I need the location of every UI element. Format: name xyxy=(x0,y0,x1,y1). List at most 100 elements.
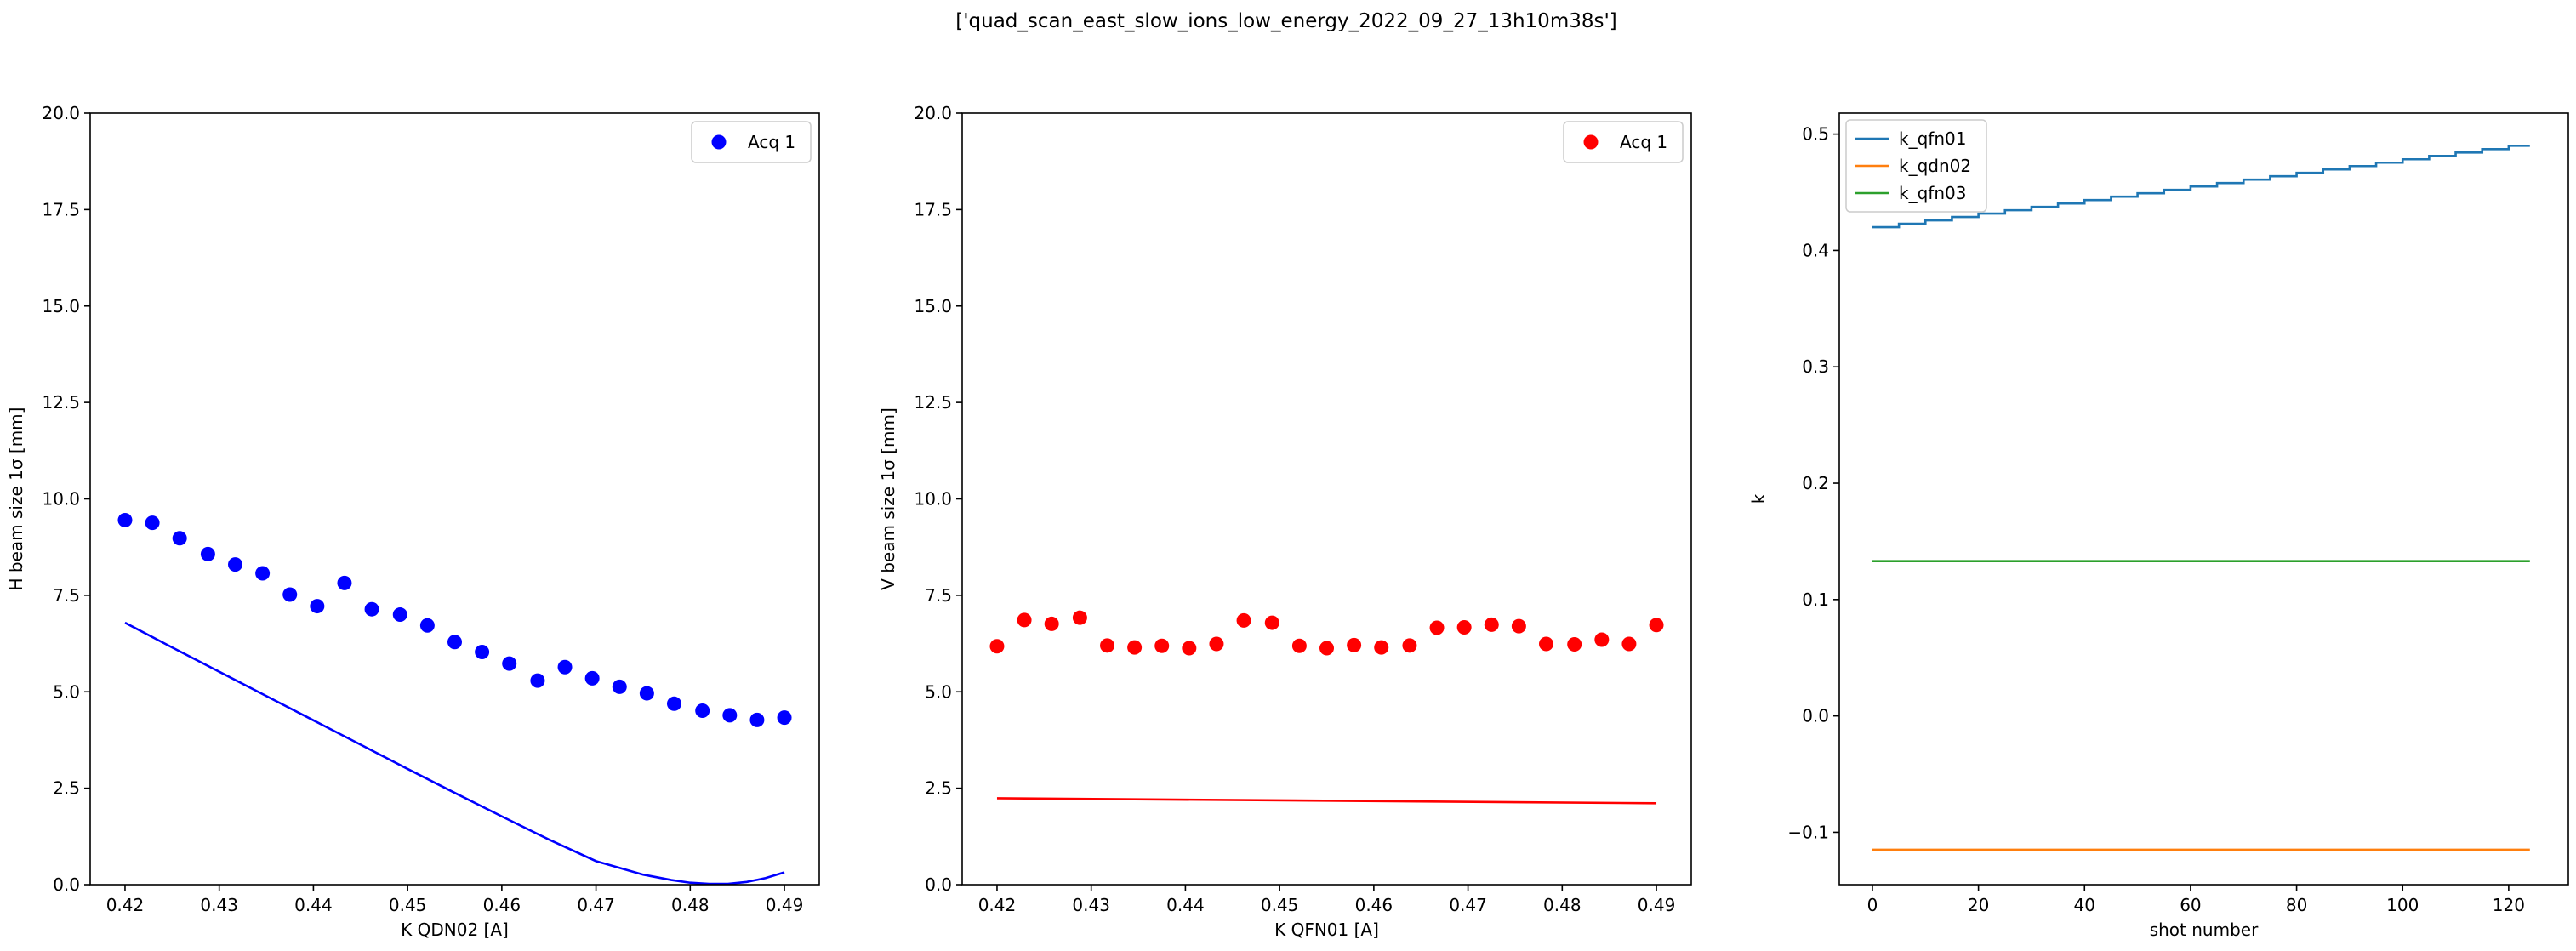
x-axis-label: K QDN02 [A] xyxy=(401,920,509,940)
x-tick-label: 0.49 xyxy=(1638,895,1676,915)
y-tick-label: 20.0 xyxy=(914,103,952,123)
scatter-point xyxy=(228,557,243,572)
scatter-point xyxy=(777,710,792,726)
y-tick-label: 0.3 xyxy=(1802,356,1829,377)
scatter-point xyxy=(1347,637,1362,652)
scatter-point xyxy=(1429,620,1445,635)
scatter-point xyxy=(1182,641,1197,656)
scatter-point xyxy=(172,531,187,546)
fit-line xyxy=(996,797,1657,805)
legend-marker xyxy=(711,134,727,150)
scatter-point xyxy=(1456,620,1472,635)
y-tick-label: 0.0 xyxy=(53,874,80,895)
plot-area xyxy=(1872,145,2530,851)
scatter-point xyxy=(1567,636,1582,652)
y-tick-label: 12.5 xyxy=(914,392,952,413)
scatter-point xyxy=(364,601,379,617)
x-tick-label: 120 xyxy=(2493,895,2525,915)
y-tick-label: 5.0 xyxy=(925,681,952,702)
x-axis-label: K QFN01 [A] xyxy=(1274,920,1379,940)
scatter-point xyxy=(1621,636,1637,652)
y-tick-label: 17.5 xyxy=(914,199,952,219)
y-tick-label: 0.4 xyxy=(1802,240,1829,260)
fit-line xyxy=(124,621,785,885)
x-tick-label: 0.44 xyxy=(1166,895,1205,915)
y-tick-label: −0.1 xyxy=(1787,822,1829,842)
x-tick-label: 0.47 xyxy=(1449,895,1487,915)
scatter-point xyxy=(1209,636,1224,652)
y-tick-label: 15.0 xyxy=(42,296,80,316)
scatter-point xyxy=(1594,632,1610,647)
plot-area xyxy=(989,610,1664,805)
scatter-point xyxy=(419,618,435,633)
y-axis-label: V beam size 1σ [mm] xyxy=(878,407,898,590)
x-tick-label: 0.42 xyxy=(106,895,145,915)
scatter-point xyxy=(584,670,600,686)
legend-label: k_qfn01 xyxy=(1899,128,1966,149)
legend: Acq 1 xyxy=(1563,121,1684,163)
legend-label: k_qdn02 xyxy=(1899,156,1971,176)
scatter-point xyxy=(255,566,271,581)
y-tick-label: 0.0 xyxy=(925,874,952,895)
x-tick-label: 0.46 xyxy=(1355,895,1393,915)
scatter-point xyxy=(1127,640,1143,655)
x-tick-label: 0.47 xyxy=(577,895,615,915)
scatter-point xyxy=(337,575,352,590)
scatter-point xyxy=(695,703,710,718)
legend-box xyxy=(1563,121,1684,163)
scatter-point xyxy=(447,635,462,650)
x-tick-label: 0.49 xyxy=(766,895,804,915)
scatter-point xyxy=(1291,638,1307,653)
y-tick-label: 10.0 xyxy=(914,489,952,510)
x-tick-label: 0.45 xyxy=(1261,895,1299,915)
y-tick-label: 0.5 xyxy=(1802,124,1829,145)
legend-marker xyxy=(1583,134,1599,150)
scatter-point xyxy=(1319,641,1334,656)
scatter-point xyxy=(1649,618,1664,633)
scatter-point xyxy=(1154,638,1170,653)
scatter-point xyxy=(612,679,627,694)
x-tick-label: 0.42 xyxy=(978,895,1017,915)
legend-label: Acq 1 xyxy=(748,132,795,152)
scatter-point xyxy=(392,607,407,623)
x-tick-label: 0.48 xyxy=(671,895,710,915)
y-tick-label: 17.5 xyxy=(42,199,80,219)
x-axis-label: shot number xyxy=(2150,920,2259,940)
scatter-point xyxy=(1100,638,1115,653)
scatter-point xyxy=(200,546,215,561)
scatter-point xyxy=(502,656,517,671)
figure-suptitle: ['quad_scan_east_slow_ions_low_energy_20… xyxy=(955,10,1617,32)
x-tick-label: 60 xyxy=(2180,895,2201,915)
scatter-point xyxy=(1264,615,1279,630)
x-tick-label: 80 xyxy=(2286,895,2307,915)
plot-area xyxy=(117,512,792,885)
x-tick-label: 0.46 xyxy=(483,895,521,915)
scatter-point xyxy=(310,599,325,614)
scatter-point xyxy=(1402,638,1417,653)
scatter-point xyxy=(530,673,545,688)
chart-panel-3: 0 20 40 60 80 100 120 −0.1 0.0 0.1 0.2 0.3 0.4 0.5 sho… xyxy=(1748,112,2569,940)
scatter-point xyxy=(282,587,298,602)
scatter-point xyxy=(145,515,160,531)
y-tick-label: 2.5 xyxy=(53,778,80,799)
x-tick-label: 40 xyxy=(2074,895,2095,915)
y-tick-label: 12.5 xyxy=(42,392,80,413)
scatter-point xyxy=(749,712,765,727)
scatter-point xyxy=(989,639,1005,654)
series-line-k_qfn01 xyxy=(1872,145,2530,229)
scatter-point xyxy=(557,659,573,675)
x-tick-label: 0.45 xyxy=(389,895,427,915)
legend-label: Acq 1 xyxy=(1620,132,1667,152)
scatter-point xyxy=(1072,610,1087,625)
y-tick-label: 0.0 xyxy=(1802,706,1829,726)
y-tick-label: 7.5 xyxy=(925,585,952,606)
scatter-point xyxy=(1484,617,1499,632)
legend: Acq 1 xyxy=(691,121,812,163)
y-tick-label: 7.5 xyxy=(53,585,80,606)
scatter-point xyxy=(117,512,133,527)
x-tick-label: 0 xyxy=(1867,895,1878,915)
x-tick-label: 0.48 xyxy=(1543,895,1582,915)
scatter-point xyxy=(1374,640,1389,655)
scatter-point xyxy=(1538,636,1553,652)
scatter-point xyxy=(475,645,490,660)
